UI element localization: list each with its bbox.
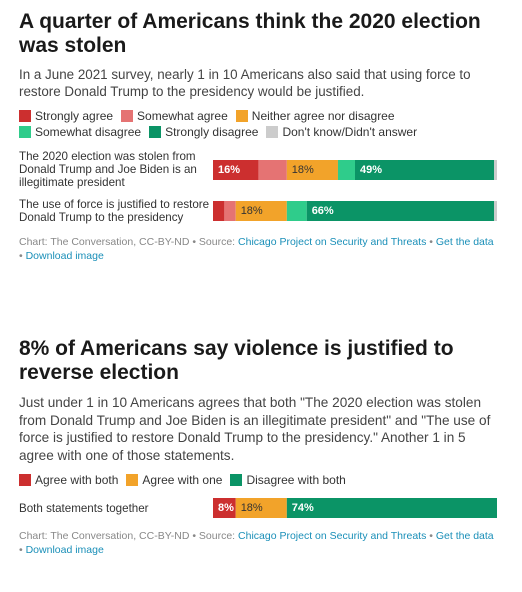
bar-segment-somewhat-disagree: [337, 159, 355, 180]
data-label: 18%: [240, 502, 263, 514]
legend-swatch: [235, 110, 248, 122]
bar-svg: [213, 498, 497, 518]
legend-label: Strongly agree: [35, 109, 114, 123]
chart-title: 8% of Americans say violence is justifie…: [19, 337, 454, 384]
legend-label: Agree with one: [142, 473, 223, 487]
bar-segment-neither-agree-nor-disagree: [235, 201, 287, 221]
source-link[interactable]: Chicago Project on Security and Threats: [238, 236, 427, 248]
bar-rows: The 2020 election was stolen from Donald…: [19, 150, 499, 224]
category-label: The 2020 election was stolen from Donald…: [19, 150, 197, 189]
legend-label: Don't know/Didn't answer: [282, 125, 418, 139]
data-label: 18%: [291, 163, 314, 176]
legend: Strongly agree Somewhat agree Neither agre…: [19, 108, 499, 140]
legend-swatch: [19, 110, 31, 122]
legend-item-strongly-agree: Strongly agree: [19, 108, 113, 124]
separator: •: [426, 530, 436, 542]
data-label: 66%: [311, 205, 334, 217]
bar-segment-somewhat-disagree: [286, 201, 307, 221]
legend-swatch: [149, 126, 162, 138]
legend-item-disagree-with-both: Disagree with both: [230, 472, 346, 488]
separator: •: [19, 249, 26, 262]
legend-swatch: [126, 474, 139, 486]
download-image-link[interactable]: Download image: [25, 543, 104, 556]
get-data-link[interactable]: Get the data: [435, 236, 494, 248]
chart-footer: Chart: The Conversation, CC-BY-ND • Sour…: [19, 530, 499, 557]
chart-subtitle: In a June 2021 survey, nearly 1 in 10 Am…: [19, 67, 471, 99]
data-label: 8%: [218, 502, 234, 514]
category-label: The use of force is justified to restore…: [19, 198, 210, 224]
legend: Agree with both Agree with one Disagree wi…: [19, 472, 499, 488]
data-label: 49%: [360, 163, 383, 176]
chart-1: A quarter of Americans think the 2020 el…: [19, 10, 499, 263]
chart-title: A quarter of Americans think the 2020 el…: [19, 10, 481, 57]
category-label: Both statements together: [19, 501, 149, 515]
download-image-link[interactable]: Download image: [25, 249, 104, 262]
bar-row: The 2020 election was stolen from Donald…: [19, 150, 499, 189]
stacked-bar: 18% 66%: [213, 201, 497, 221]
bar-row: The use of force is justified to restore…: [19, 198, 499, 224]
chart-footer: Chart: The Conversation, CC-BY-ND • Sour…: [19, 236, 499, 263]
legend-swatch: [266, 126, 279, 138]
legend-item-somewhat-disagree: Somewhat disagree: [19, 124, 141, 140]
source-link[interactable]: Chicago Project on Security and Threats: [238, 530, 427, 542]
legend-item-agree-with-one: Agree with one: [126, 472, 222, 488]
bar-segment-don-t-know-didn-t-answer: [494, 159, 497, 180]
bar-segment-strongly-agree: [213, 201, 225, 221]
legend-item-don-t-know-didn-t-answer: Don't know/Didn't answer: [266, 124, 417, 140]
stacked-bar: 16% 18% 49%: [213, 159, 497, 180]
data-label: 16%: [218, 163, 241, 176]
get-data-link[interactable]: Get the data: [435, 530, 494, 542]
legend-label: Somewhat agree: [137, 109, 228, 123]
bar-segment-don-t-know-didn-t-answer: [494, 201, 497, 221]
legend-label: Disagree with both: [246, 473, 346, 487]
bar-svg: [213, 159, 497, 180]
bar-segment-neither-agree-nor-disagree: [286, 159, 338, 180]
data-label: 74%: [291, 502, 314, 514]
legend-label: Strongly disagree: [165, 125, 259, 139]
stacked-bar: 8% 18% 74%: [213, 498, 497, 518]
legend-item-somewhat-agree: Somewhat agree: [121, 108, 228, 124]
bar-segment-strongly-agree: [213, 159, 259, 180]
legend-swatch: [121, 110, 134, 122]
legend-item-agree-with-both: Agree with both: [19, 472, 118, 488]
legend-item-neither-agree-nor-disagree: Neither agree nor disagree: [235, 108, 395, 124]
bar-segment-strongly-disagree: [306, 201, 495, 221]
legend-label: Somewhat disagree: [35, 125, 142, 139]
credit-text: Chart: The Conversation, CC-BY-ND • Sour…: [19, 236, 239, 248]
bar-segment-somewhat-agree: [258, 159, 287, 180]
legend-swatch: [230, 474, 243, 486]
legend-item-strongly-disagree: Strongly disagree: [149, 124, 258, 140]
bar-svg: [213, 201, 497, 221]
credit-text: Chart: The Conversation, CC-BY-ND • Sour…: [19, 530, 239, 542]
bar-rows: Both statements together 8% 18% 74%: [19, 498, 499, 518]
separator: •: [426, 236, 436, 248]
bar-segment-somewhat-agree: [224, 201, 236, 221]
separator: •: [19, 543, 26, 556]
chart-2: 8% of Americans say violence is justifie…: [19, 337, 499, 557]
bar-segment-disagree-with-both: [286, 498, 497, 518]
bar-segment-agree-with-one: [235, 498, 287, 518]
legend-swatch: [19, 474, 31, 486]
bar-segment-agree-with-both: [213, 498, 236, 518]
chart-subtitle: Just under 1 in 10 Americans agrees that…: [19, 395, 491, 463]
bar-segment-strongly-disagree: [355, 159, 495, 180]
legend-label: Neither agree nor disagree: [251, 109, 395, 123]
legend-swatch: [19, 126, 31, 138]
data-label: 18%: [240, 205, 263, 217]
bar-row: Both statements together 8% 18% 74%: [19, 498, 499, 518]
legend-label: Agree with both: [35, 473, 119, 487]
